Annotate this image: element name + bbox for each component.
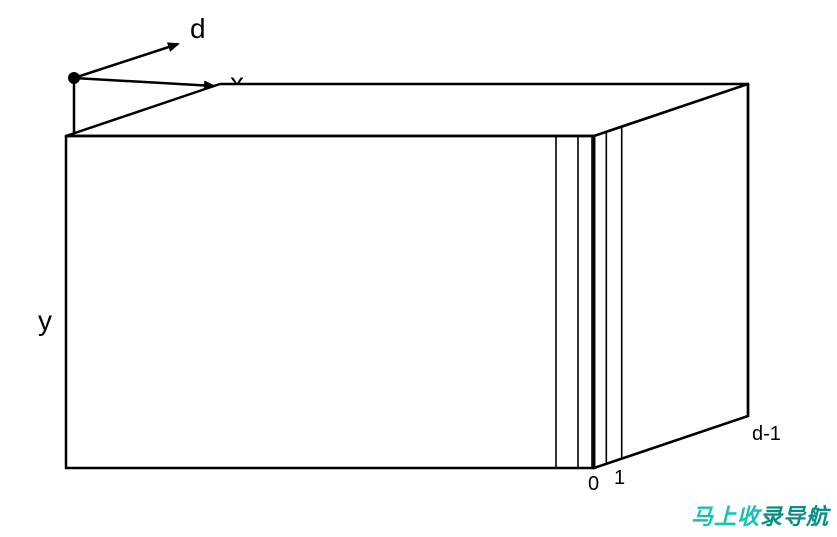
d-axis-label: d bbox=[190, 13, 206, 44]
x-axis-arrow bbox=[74, 78, 214, 86]
cuboid bbox=[66, 84, 748, 468]
watermark-dark: 录导航 bbox=[760, 504, 829, 529]
y-axis-label: y bbox=[38, 305, 52, 336]
slice-label: d-1 bbox=[752, 423, 781, 445]
slice-label: 0 bbox=[588, 473, 599, 495]
cuboid-diagram: d x y 01d-1 bbox=[0, 0, 837, 537]
watermark-light: 马上收 bbox=[691, 504, 760, 529]
slice-label: 1 bbox=[614, 467, 625, 489]
d-axis-arrow bbox=[74, 44, 178, 78]
watermark: 马上收录导航 bbox=[691, 499, 829, 531]
